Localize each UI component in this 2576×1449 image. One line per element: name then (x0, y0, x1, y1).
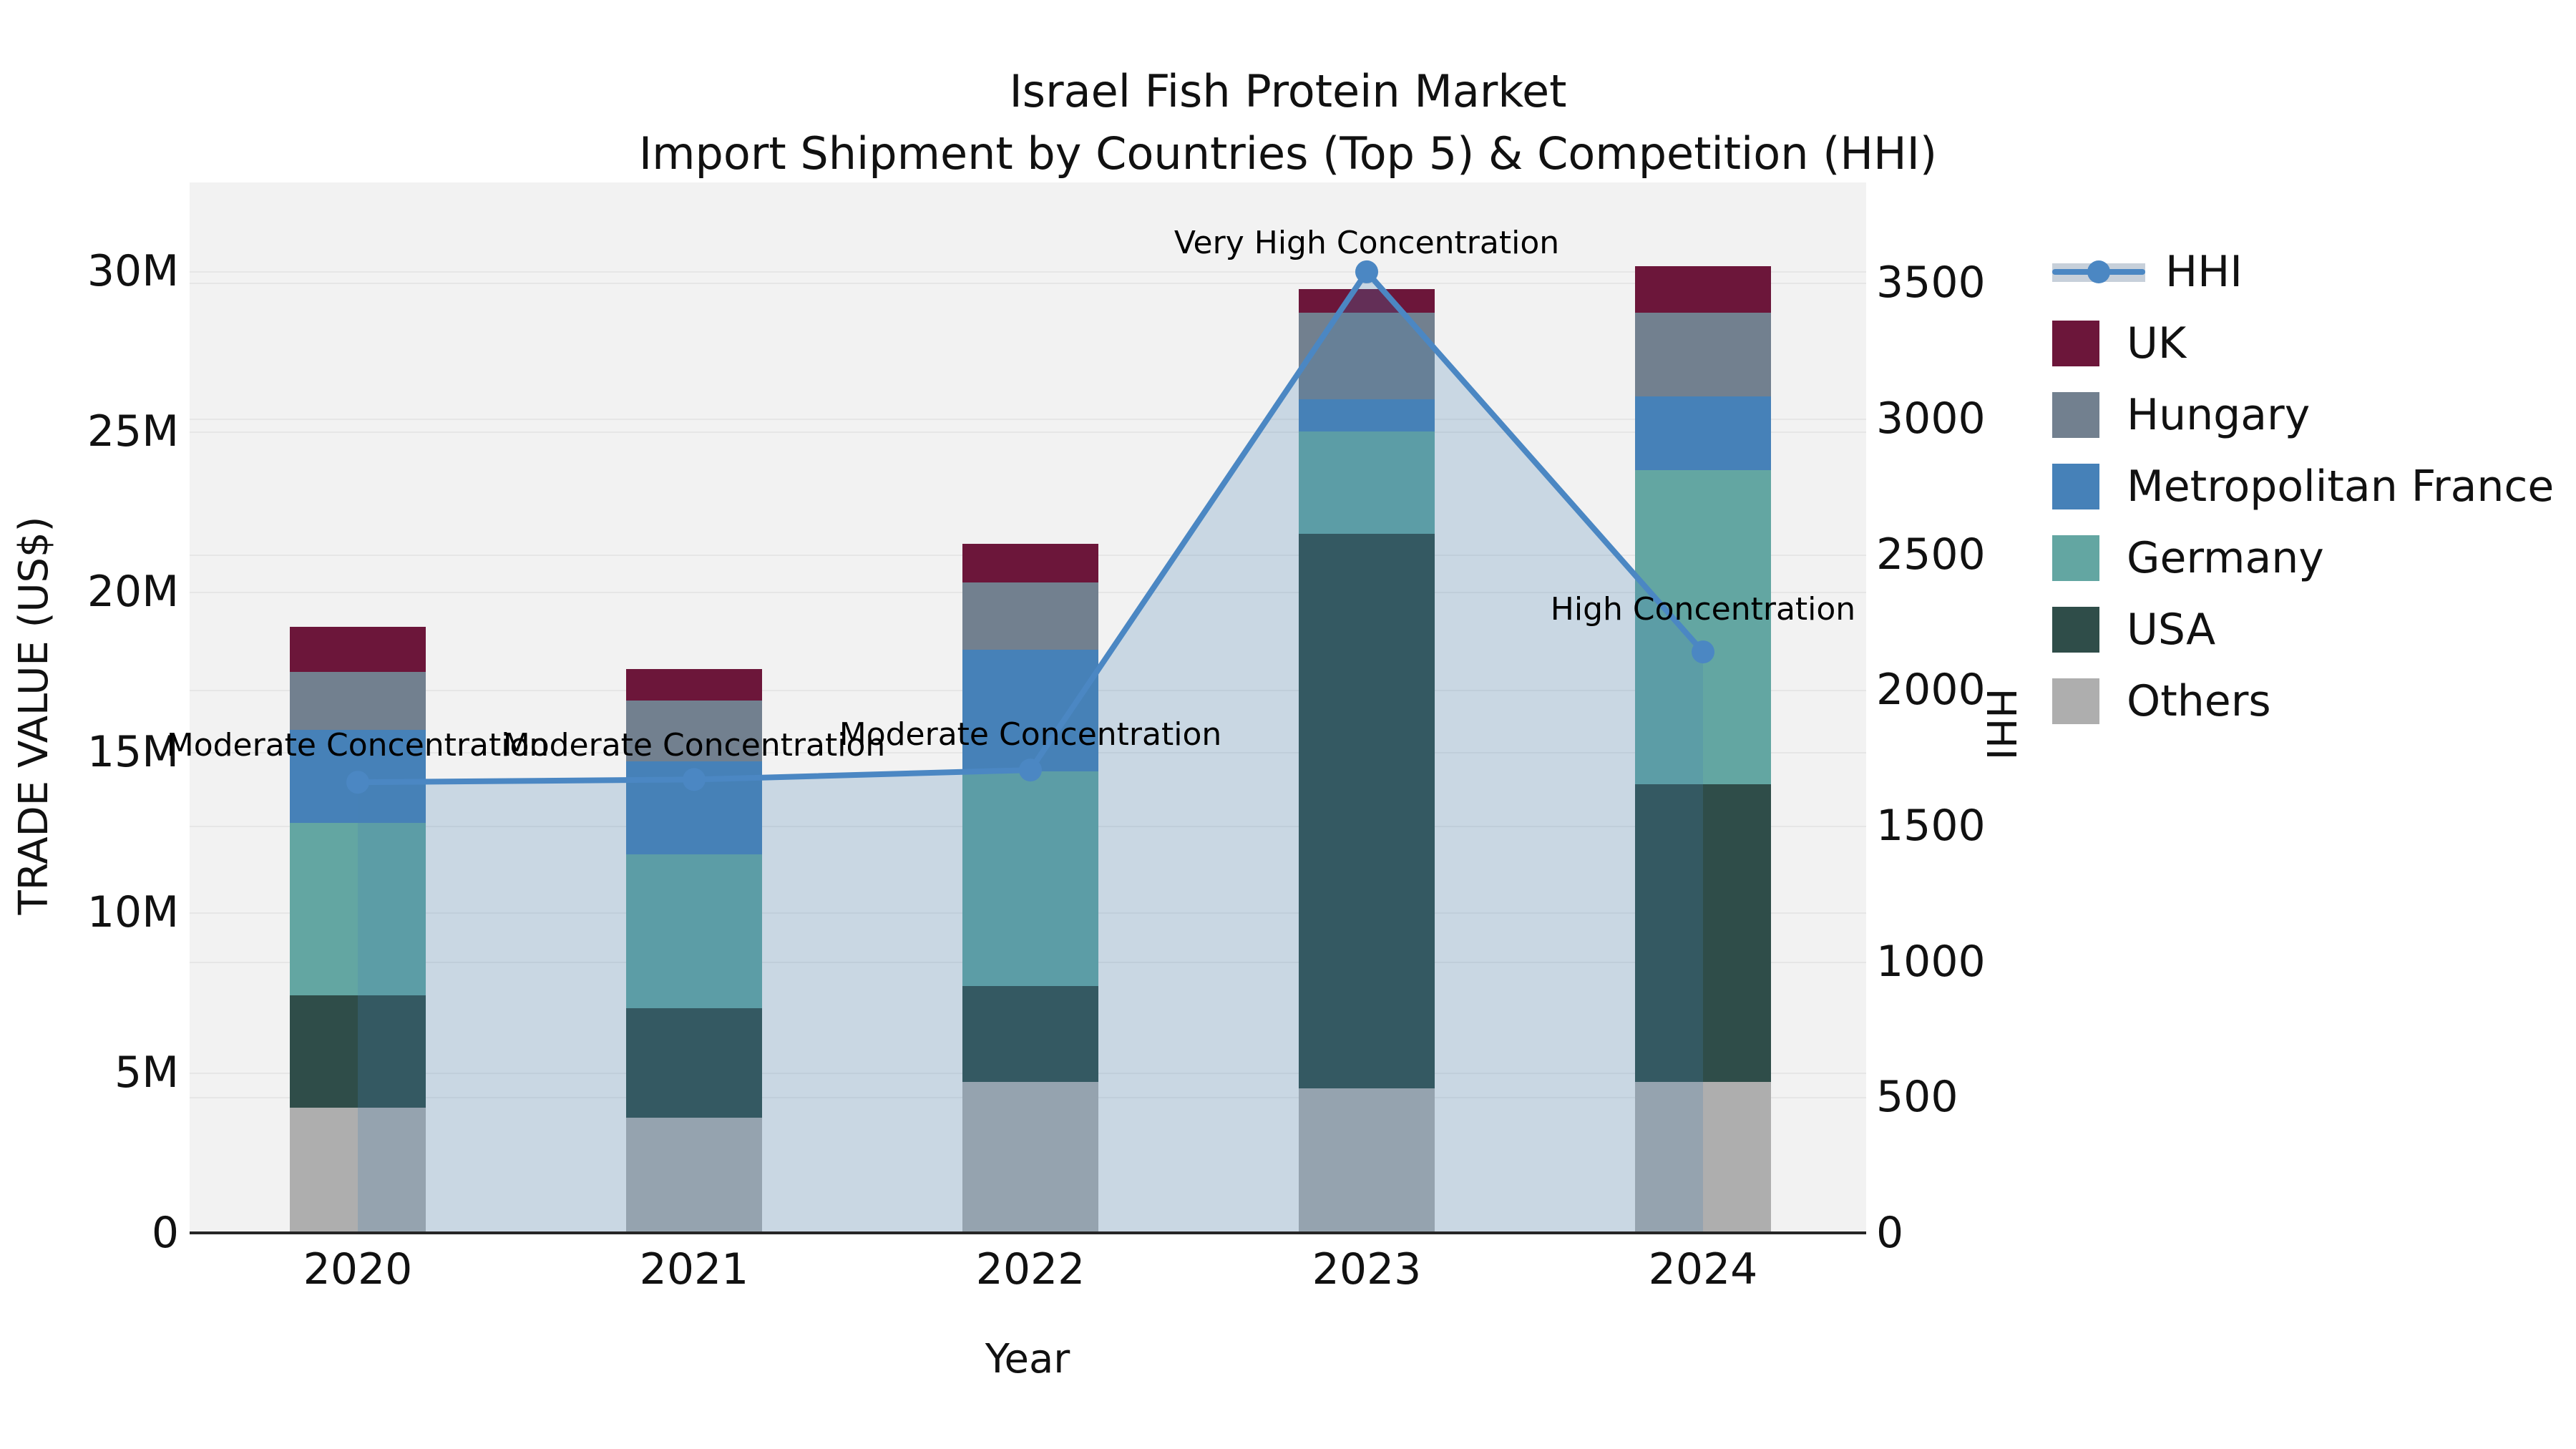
bar-segment-hungary-2022 (962, 582, 1098, 650)
y-tick-left: 15M (87, 727, 179, 777)
bar-segment-metropolitan-france-2023 (1299, 399, 1435, 431)
legend-label: Metropolitan France (2127, 462, 2555, 512)
y-tick-left: 25M (87, 406, 179, 457)
bar-segment-usa-2021 (626, 1008, 762, 1118)
bar-segment-usa-2022 (962, 986, 1098, 1083)
y-tick-right: 2500 (1876, 529, 1986, 580)
y-tick-right: 1500 (1876, 800, 1986, 851)
bar-segment-others-2024 (1635, 1082, 1771, 1233)
bar-segment-usa-2023 (1299, 534, 1435, 1089)
legend-label: HHI (2165, 247, 2243, 297)
legend: HHI UK Hungary Metropolitan France Germany US… (2052, 236, 2554, 737)
bar-segment-usa-2020 (290, 995, 426, 1108)
x-tick: 2023 (1312, 1244, 1422, 1294)
hhi-line-icon (2052, 249, 2145, 295)
legend-swatch-uk (2052, 321, 2099, 366)
legend-label: Others (2127, 676, 2271, 726)
x-tick: 2021 (639, 1244, 749, 1294)
legend-label: Germany (2127, 533, 2324, 583)
x-tick: 2020 (303, 1244, 413, 1294)
bar-segment-uk-2022 (962, 543, 1098, 582)
legend-item-usa: USA (2052, 594, 2554, 665)
x-tick: 2022 (975, 1244, 1085, 1294)
bar-segment-metropolitan-france-2022 (962, 649, 1098, 771)
chart-subtitle: Import Shipment by Countries (Top 5) & C… (638, 127, 1938, 180)
bar-segment-germany-2020 (290, 822, 426, 996)
bar-segment-uk-2024 (1635, 266, 1771, 313)
y-axis-label-left: TRADE VALUE (US$) (11, 516, 57, 915)
gridline (190, 418, 1866, 420)
legend-item-hhi: HHI (2052, 236, 2554, 308)
legend-item-hungary: Hungary (2052, 379, 2554, 451)
y-tick-left: 10M (87, 887, 179, 937)
legend-swatch-hungary (2052, 392, 2099, 438)
bar-segment-metropolitan-france-2021 (626, 761, 762, 855)
y-tick-left: 0 (151, 1208, 179, 1258)
bar-segment-uk-2020 (290, 627, 426, 672)
bar-segment-metropolitan-france-2024 (1635, 396, 1771, 470)
annotation: Very High Concentration (1174, 225, 1560, 262)
legend-swatch-germany (2052, 535, 2099, 581)
legend-swatch-usa (2052, 607, 2099, 653)
gridline (190, 271, 1866, 273)
chart-title: Israel Fish Protein Market (1009, 65, 1567, 117)
x-axis-label: Year (985, 1336, 1070, 1382)
annotation: Moderate Concentration (502, 726, 886, 763)
legend-label: USA (2127, 605, 2216, 655)
annotation: Moderate Concentration (839, 716, 1222, 753)
annotation: High Concentration (1550, 590, 1856, 628)
legend-swatch-metropolitan-france (2052, 464, 2099, 509)
bar-segment-hungary-2020 (290, 672, 426, 730)
gridline (190, 431, 1866, 433)
bar-segment-others-2022 (962, 1082, 1098, 1233)
legend-item-uk: UK (2052, 308, 2554, 379)
bar-segment-uk-2021 (626, 668, 762, 701)
y-tick-right: 1000 (1876, 936, 1986, 987)
legend-swatch-others (2052, 678, 2099, 724)
x-tick: 2024 (1648, 1244, 1758, 1294)
y-tick-right: 2000 (1876, 665, 1986, 716)
y-tick-right: 500 (1876, 1072, 1958, 1123)
x-axis-spine (190, 1231, 1866, 1234)
y-tick-left: 30M (87, 246, 179, 296)
annotation: Moderate Concentration (166, 726, 550, 763)
bar-segment-others-2023 (1299, 1088, 1435, 1233)
y-tick-right: 3000 (1876, 393, 1986, 444)
bar-segment-hungary-2023 (1299, 313, 1435, 400)
gridline (190, 283, 1866, 285)
bar-segment-germany-2023 (1299, 431, 1435, 535)
bar-segment-germany-2021 (626, 854, 762, 1009)
bar-segment-uk-2023 (1299, 288, 1435, 313)
y-tick-right: 3500 (1876, 258, 1986, 308)
y-axis-label-right: HHI (1977, 688, 2024, 761)
legend-label: Hungary (2127, 390, 2311, 440)
bar-segment-hungary-2024 (1635, 313, 1771, 396)
hhi-marker-icon (2087, 260, 2110, 283)
bar-segment-usa-2024 (1635, 784, 1771, 1083)
legend-item-metropolitan-france: Metropolitan France (2052, 451, 2554, 522)
legend-label: UK (2127, 318, 2187, 369)
bar-segment-others-2020 (290, 1108, 426, 1233)
bar-segment-germany-2022 (962, 771, 1098, 987)
y-tick-left: 20M (87, 567, 179, 617)
legend-item-germany: Germany (2052, 522, 2554, 594)
legend-item-others: Others (2052, 665, 2554, 737)
bar-segment-others-2021 (626, 1117, 762, 1233)
y-tick-right: 0 (1876, 1208, 1904, 1258)
y-tick-left: 5M (114, 1048, 179, 1098)
